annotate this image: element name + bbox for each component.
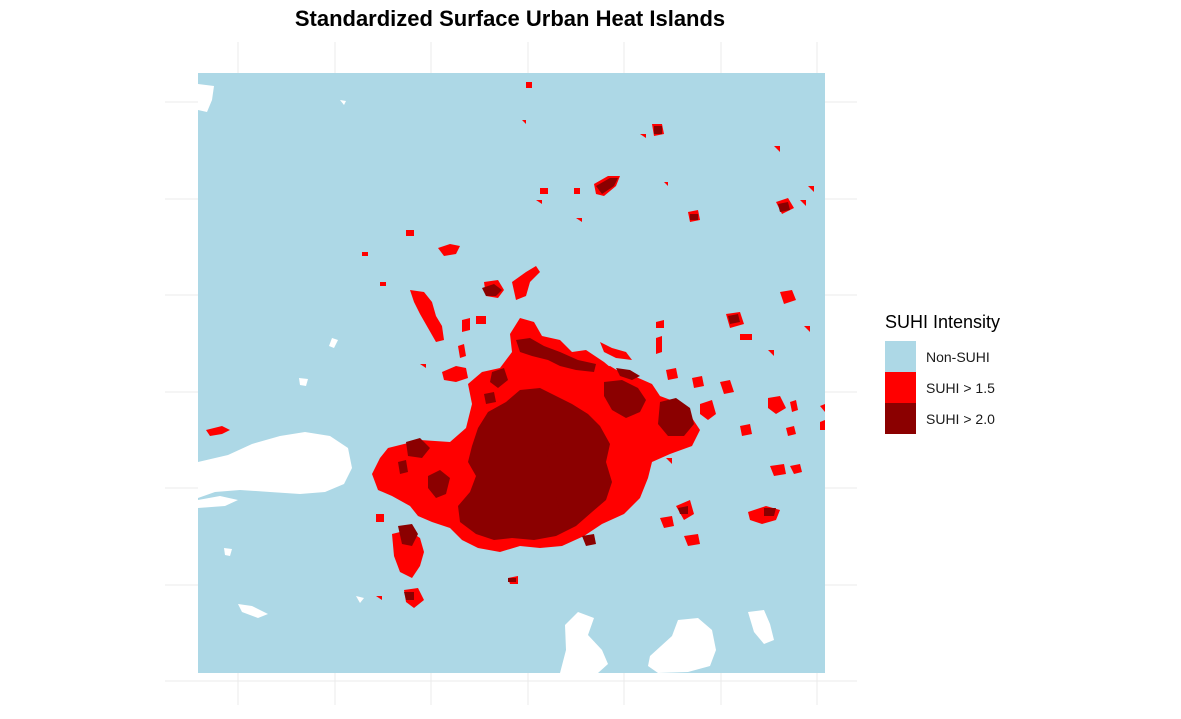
legend-label: Non-SUHI bbox=[926, 348, 990, 365]
legend-item-non-suhi: Non-SUHI bbox=[885, 341, 1000, 372]
legend-key-suhi-2-0 bbox=[885, 403, 916, 434]
legend-label: SUHI > 1.5 bbox=[926, 379, 995, 396]
legend-item-suhi-1-5: SUHI > 1.5 bbox=[885, 372, 1000, 403]
legend: SUHI Intensity Non-SUHI SUHI > 1.5 SUHI … bbox=[885, 312, 1000, 434]
legend-label: SUHI > 2.0 bbox=[926, 410, 995, 427]
map-title: Standardized Surface Urban Heat Islands bbox=[294, 6, 726, 31]
legend-key-suhi-1-5 bbox=[885, 372, 916, 403]
suhi-2-0-patches bbox=[398, 126, 790, 600]
legend-item-suhi-2-0: SUHI > 2.0 bbox=[885, 403, 1000, 434]
legend-title: SUHI Intensity bbox=[885, 312, 1001, 332]
legend-key-non-suhi bbox=[885, 341, 916, 372]
water-bodies bbox=[198, 84, 774, 673]
